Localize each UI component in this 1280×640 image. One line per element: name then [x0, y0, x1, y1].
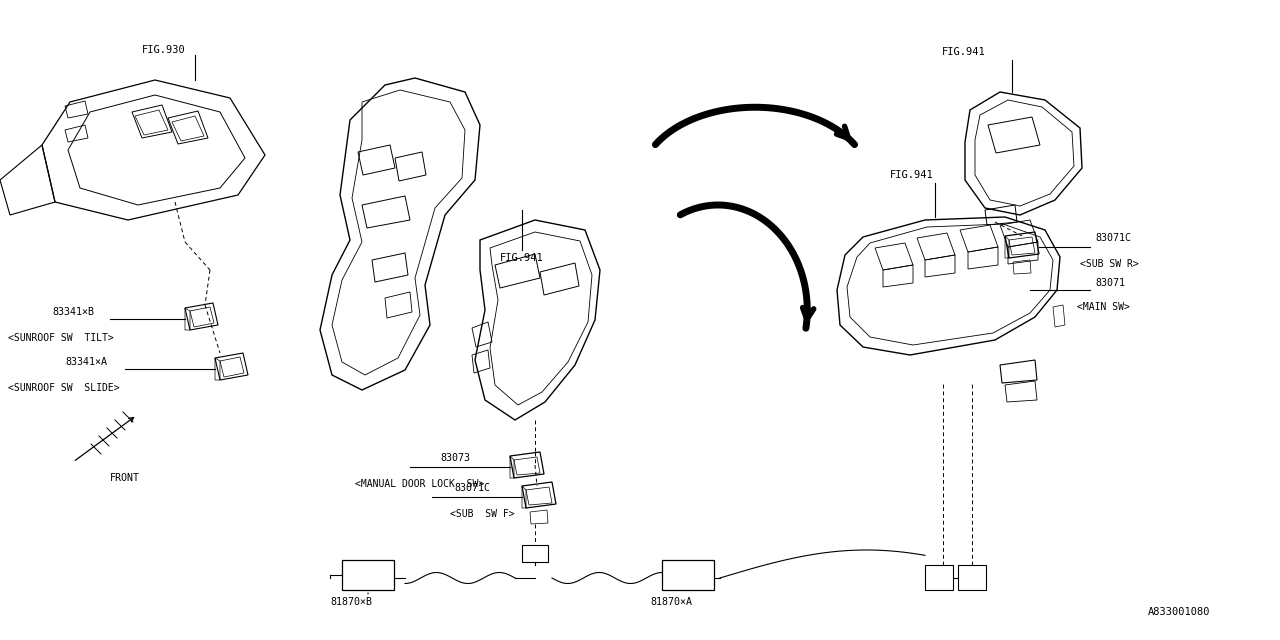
Bar — [342, 560, 394, 590]
Text: 83071: 83071 — [1094, 278, 1125, 288]
Text: <SUNROOF SW  SLIDE>: <SUNROOF SW SLIDE> — [8, 383, 119, 393]
Text: A833001080: A833001080 — [1148, 607, 1211, 617]
Text: FIG.941: FIG.941 — [500, 253, 544, 263]
Text: FIG.941: FIG.941 — [890, 170, 933, 180]
Text: 83071C: 83071C — [1094, 233, 1132, 243]
Text: FIG.930: FIG.930 — [142, 45, 186, 55]
Text: <SUB  SW F>: <SUB SW F> — [451, 509, 515, 519]
Text: 81870×A: 81870×A — [650, 597, 692, 607]
Text: FRONT: FRONT — [110, 473, 140, 483]
Bar — [957, 565, 986, 590]
Text: <MAIN SW>: <MAIN SW> — [1076, 302, 1130, 312]
Text: FIG.941: FIG.941 — [942, 47, 986, 57]
Text: 83071C: 83071C — [454, 483, 490, 493]
Text: 83341×A: 83341×A — [65, 357, 108, 367]
Bar — [662, 560, 714, 590]
Bar — [522, 545, 548, 562]
Text: 83073: 83073 — [440, 453, 470, 463]
Text: <MANUAL DOOR LOCK  SW>: <MANUAL DOOR LOCK SW> — [355, 479, 484, 489]
Text: 83341×B: 83341×B — [52, 307, 93, 317]
Bar — [925, 565, 954, 590]
Text: <SUNROOF SW  TILT>: <SUNROOF SW TILT> — [8, 333, 114, 343]
Text: 81870×B: 81870×B — [330, 597, 372, 607]
Text: <SUB SW R>: <SUB SW R> — [1080, 259, 1139, 269]
